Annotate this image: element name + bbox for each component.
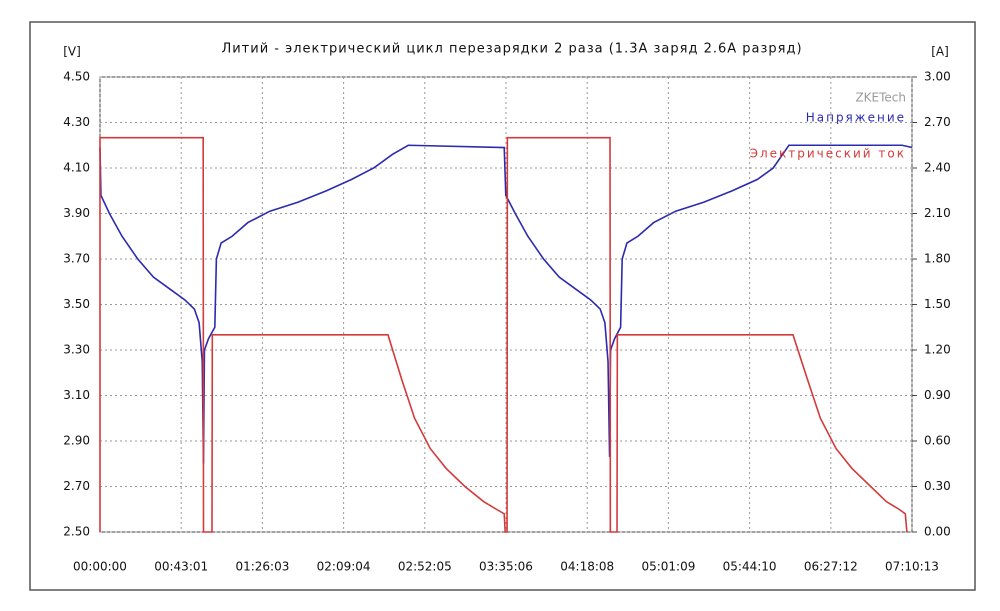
y2-tick-label: 2.70 [924,115,951,129]
x-tick-label: 06:27:12 [804,560,858,574]
y-tick-label: 2.50 [63,525,90,539]
y2-tick-label: 0.90 [924,388,951,402]
y-tick-label: 3.70 [63,252,90,266]
legend-entry: Электрический ток [750,147,906,161]
data-line [99,136,908,533]
x-tick-label: 07:10:13 [885,560,939,574]
x-tick-label: 03:35:06 [479,560,533,574]
x-tick-label: 02:52:05 [398,560,452,574]
y-tick-label: 2.70 [63,479,90,493]
x-tick-label: 02:09:04 [317,560,371,574]
x-tick-label: 05:01:09 [641,560,695,574]
y2-tick-label: 0.00 [924,525,951,539]
y2-tick-label: 1.20 [924,343,951,357]
x-tick-label: 05:44:10 [723,560,777,574]
y2-tick-label: 0.30 [924,479,951,493]
y-axis-label: [V] [63,45,81,59]
y2-axis-label: [A] [931,45,949,59]
y-tick-label: 4.30 [63,115,90,129]
data-line [99,144,913,464]
y2-tick-label: 2.10 [924,206,951,220]
legend-entry: Напряжение [806,111,906,125]
y-tick-label: 3.90 [63,206,90,220]
y2-tick-label: 0.60 [924,434,951,448]
y-tick-label: 4.10 [63,161,90,175]
y-tick-label: 2.90 [63,434,90,448]
y-tick-label: 4.50 [63,70,90,84]
y2-tick-label: 1.80 [924,252,951,266]
y2-tick-label: 2.40 [924,161,951,175]
x-tick-label: 00:43:01 [154,560,208,574]
y-tick-label: 3.50 [63,297,90,311]
y2-tick-label: 1.50 [924,297,951,311]
chart-title: Литий - электрический цикл перезарядки 2… [221,42,802,57]
y-tick-label: 3.30 [63,343,90,357]
watermark: ZKETech [855,91,906,105]
x-tick-label: 01:26:03 [235,560,289,574]
y2-tick-label: 3.00 [924,70,951,84]
y-tick-label: 3.10 [63,388,90,402]
x-tick-label: 00:00:00 [73,560,127,574]
x-tick-label: 04:18:08 [560,560,614,574]
